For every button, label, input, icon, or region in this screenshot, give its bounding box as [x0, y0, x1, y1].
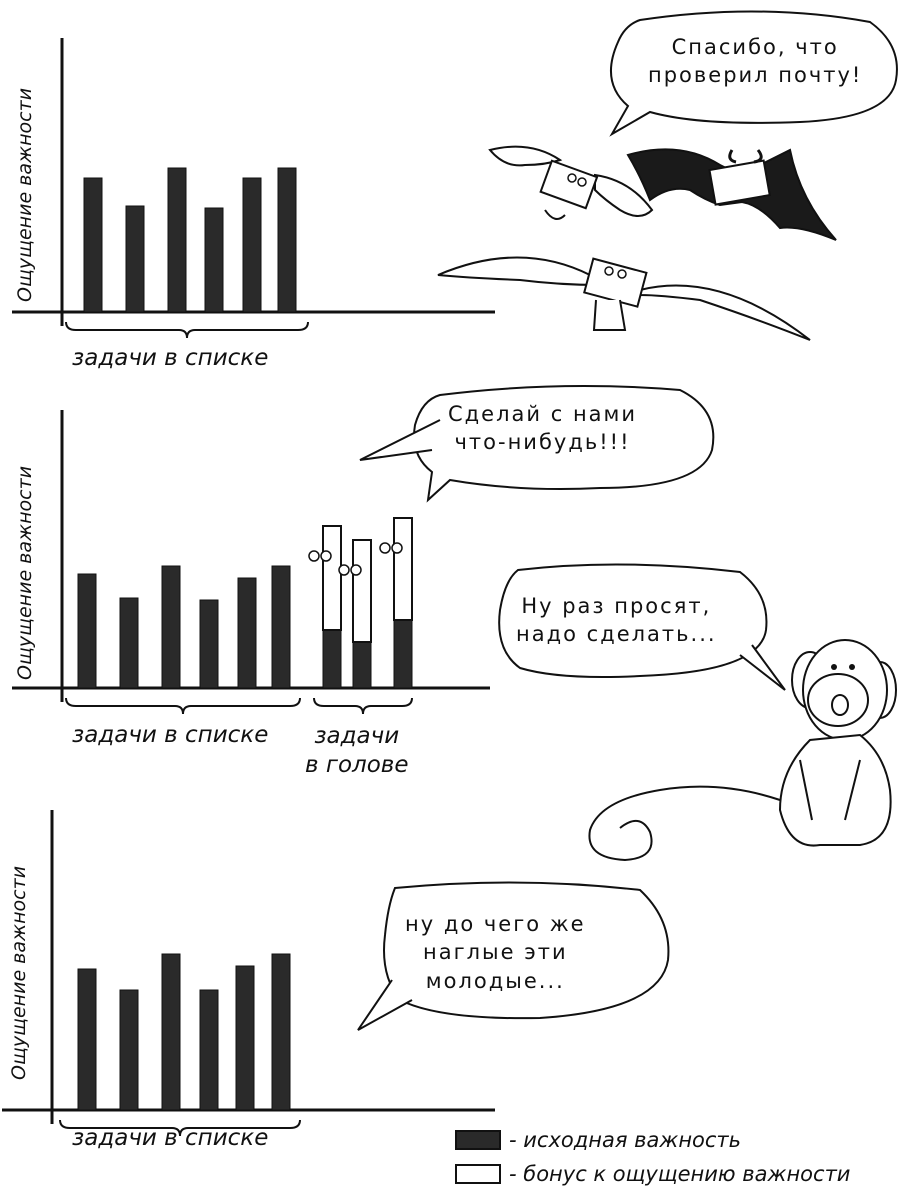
bar-base-1-5: [242, 177, 262, 313]
speech-line-2b: что-нибудь!!!: [454, 430, 631, 455]
bar-base-1-6: [277, 167, 297, 313]
bonus-bar-eye-icon: [338, 564, 350, 576]
group-brace-2-1: [65, 697, 301, 715]
bar-base-1-1: [83, 177, 103, 313]
legend-swatch-bonus: [455, 1164, 501, 1184]
bonus-bar-eye-icon: [379, 542, 391, 554]
bonus-bar-eye-icon: [391, 542, 403, 554]
bar-base-2-1: [77, 573, 97, 689]
bar-base-3-1: [77, 968, 97, 1111]
speech-text-3: Ну раз просят, надо сделать...: [516, 592, 717, 649]
group-label-list-1: задачи в списке: [72, 345, 269, 371]
group-brace-1-1: [65, 321, 309, 339]
bar-base-3-4: [199, 989, 219, 1111]
bonus-bar-eye-icon: [350, 564, 362, 576]
legend-label-bonus: - бонус к ощущению важности: [509, 1162, 851, 1186]
legend-swatch-base: [455, 1130, 501, 1150]
bar-base-2-5: [237, 577, 257, 689]
bar-base-1-2: [125, 205, 145, 313]
legend-label-base: - исходная важность: [509, 1128, 742, 1152]
speech-line-4c: молодые...: [425, 968, 565, 993]
bar-base-2-6: [271, 565, 291, 689]
group-label-list-3: задачи в списке: [72, 1125, 269, 1151]
group-brace-3-1: [59, 1119, 301, 1137]
group-label-list-2: задачи в списке: [72, 722, 269, 748]
speech-line-3a: Ну раз просят,: [521, 594, 712, 618]
bar-base-1-4: [204, 207, 224, 313]
bonus-bar-eye-icon: [308, 550, 320, 562]
speech-text-4: ну до чего же наглые эти молодые...: [405, 910, 586, 995]
bar-base-3-5: [235, 965, 255, 1111]
bar-base-3-2: [119, 989, 139, 1111]
speech-line-3b: надо сделать...: [516, 622, 717, 647]
speech-line-2a: Сделай с нами: [448, 402, 638, 426]
speech-text-2: Сделай с нами что-нибудь!!!: [448, 400, 637, 457]
speech-text-1: Спасибо, что проверил почту!: [648, 33, 862, 90]
bonus-bar-eye-icon: [320, 550, 332, 562]
bar-base-1-3: [167, 167, 187, 313]
bar-base-3-3: [161, 953, 181, 1111]
legend-bonus: - бонус к ощущению важности: [455, 1162, 850, 1186]
bar-base-2-3: [161, 565, 181, 689]
group-label-head-2: задачи в голове: [305, 723, 409, 778]
speech-line-4b: наглые эти: [422, 940, 568, 965]
speech-line-4a: ну до чего же: [405, 912, 586, 936]
speech-line-1b: проверил почту!: [648, 63, 863, 88]
legend-base: - исходная важность: [455, 1128, 741, 1152]
speech-line-1a: Спасибо, что: [671, 35, 839, 59]
bar-base-2-2: [119, 597, 139, 689]
bar-base-3-6: [271, 953, 291, 1111]
bar-base-2-4: [199, 599, 219, 689]
group-brace-2-2: [313, 697, 413, 715]
